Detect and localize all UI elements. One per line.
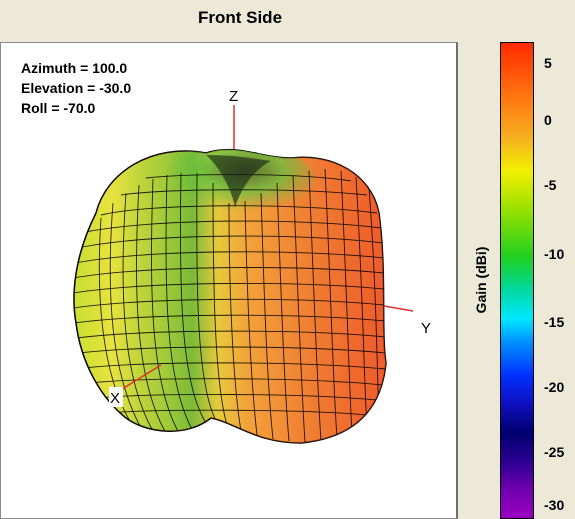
colorbar-tick: -20 (544, 379, 565, 395)
radiation-pattern-3d: Z X Y (73, 88, 431, 444)
colorbar-ticks: 5 0 -5 -10 -15 -20 -25 -30 (544, 0, 575, 519)
colorbar-tick: -5 (544, 177, 557, 193)
orientation-readout: Azimuth = 100.0 Elevation = -30.0 Roll =… (21, 58, 131, 118)
plot-title: Front Side (197, 8, 283, 27)
x-axis-line (118, 364, 162, 392)
colorbar (500, 42, 534, 519)
x-axis-label: X (110, 390, 120, 407)
roll-value: Roll = -70.0 (21, 100, 96, 116)
colorbar-tick: -25 (544, 444, 565, 460)
z-axis-label: Z (229, 88, 238, 105)
colorbar-tick: -30 (544, 497, 565, 513)
y-axis-label: Y (421, 320, 431, 337)
azimuth-value: Azimuth = 100.0 (21, 60, 128, 76)
elevation-value: Elevation = -30.0 (21, 80, 132, 96)
radiation-pattern-viewport[interactable]: Z X Y Azimuth = 100.0 Elevation = -30.0 … (0, 42, 458, 519)
colorbar-tick: -10 (544, 246, 565, 262)
y-axis-line (383, 305, 414, 312)
colorbar-tick: -15 (544, 314, 565, 330)
colorbar-tick: 0 (544, 112, 552, 128)
colorbar-label: Gain (dBi) (473, 246, 489, 314)
colorbar-tick: 5 (544, 55, 552, 71)
